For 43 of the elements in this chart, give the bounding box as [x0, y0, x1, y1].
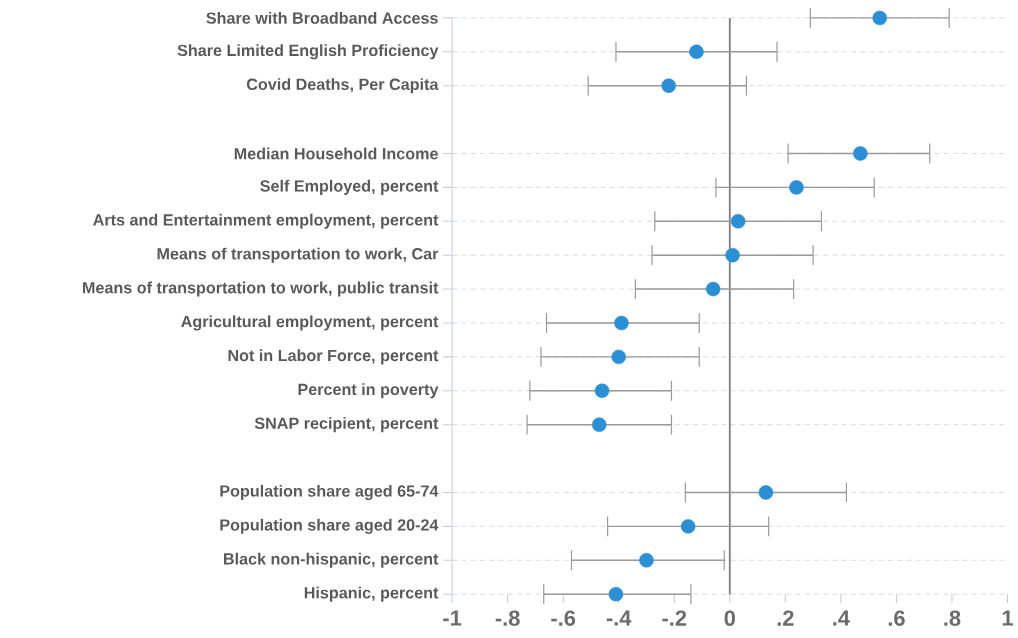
x-tick-label: 1 [1002, 610, 1013, 626]
y-tick-label: Self Employed, percent [260, 179, 439, 195]
point [689, 44, 704, 60]
point [661, 78, 676, 93]
y-tick-label: Population share aged 20-24 [220, 518, 439, 534]
y-tick-label: Covid Deaths, Per Capita [246, 78, 439, 94]
y-tick-label: Arts and Entertainment employment, percent [93, 213, 439, 229]
point [639, 553, 654, 568]
y-tick-label: Black non-hispanic, percent [224, 552, 439, 568]
y-tick-label: Share with Broadband Access [206, 12, 438, 24]
point [853, 146, 868, 161]
point [725, 248, 740, 263]
point [592, 417, 607, 432]
x-tick-label: -.6 [551, 610, 576, 626]
point [705, 281, 721, 297]
point [608, 587, 624, 602]
x-tick-label: .4 [833, 610, 850, 626]
y-tick-label: Median Household Income [234, 147, 438, 160]
x-tick-label: .2 [777, 610, 794, 626]
x-tick-label: -.8 [495, 610, 520, 626]
point [614, 315, 629, 331]
point [789, 180, 804, 195]
point [594, 383, 610, 399]
y-tick-label: Percent in poverty [298, 383, 439, 399]
x-tick-label: 0 [724, 610, 735, 626]
x-tick-label: .6 [888, 610, 905, 626]
x-tick-label: -.4 [606, 610, 632, 626]
point [680, 519, 696, 534]
point [758, 485, 774, 500]
y-tick-label: Not in Labor Force, percent [228, 349, 439, 365]
point [872, 10, 887, 26]
y-tick-label: Agricultural employment, percent [181, 315, 439, 331]
y-tick-label: Share Limited English Proficiency [177, 44, 439, 60]
x-tick-label: -1 [443, 610, 462, 626]
point [730, 214, 746, 229]
y-tick-label: SNAP recipient, percent [254, 417, 439, 433]
x-tick-label: .8 [944, 610, 961, 626]
x-tick-label: -.2 [662, 610, 687, 626]
point [611, 349, 626, 365]
y-tick-label: Means of transportation to work, Car [157, 247, 439, 263]
y-tick-label: Population share aged 65-74 [220, 484, 439, 501]
y-tick-label: Hispanic, percent [304, 586, 439, 602]
y-tick-label: Means of transportation to work, public transit [83, 281, 439, 297]
